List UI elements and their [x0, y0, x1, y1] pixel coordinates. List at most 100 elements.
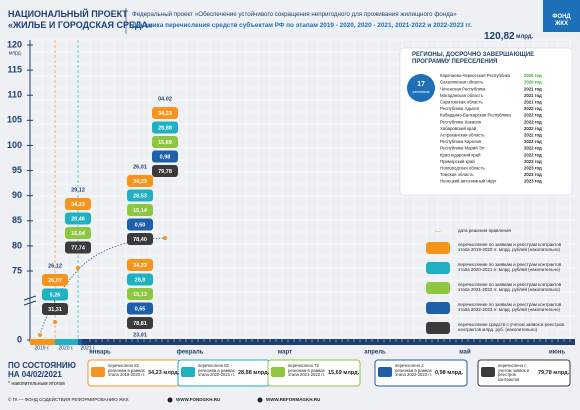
stack-total: 79,78 — [158, 169, 172, 175]
total-box — [152, 165, 178, 177]
y-tick-label: 110 — [7, 90, 22, 100]
y-tick-label: 100 — [7, 140, 22, 150]
logo: ФОНД ЖКХ — [552, 14, 571, 27]
month-label: январь — [89, 350, 111, 356]
summary-swatch — [181, 367, 195, 377]
summary-box — [374, 359, 468, 387]
y-tick-label: 115 — [7, 64, 22, 74]
region-year: 2021 год — [524, 93, 542, 98]
region-year: 2021 год — [524, 100, 542, 105]
date-dot — [38, 333, 42, 337]
segment — [127, 288, 153, 300]
region-year: 2022 год — [524, 146, 542, 151]
date-dot — [53, 320, 57, 324]
region-year: 2022 год — [524, 152, 542, 157]
stack-total: 78,40 — [133, 237, 147, 243]
legend-swatch — [426, 242, 450, 254]
summary-swatch — [481, 367, 495, 377]
stack-date: 26,01 — [133, 164, 147, 170]
region-name: Республика Марий Эл — [440, 146, 485, 151]
summary-swatch — [91, 367, 105, 377]
segment — [65, 227, 91, 239]
segment — [65, 212, 91, 225]
segment-value: 34,23 — [133, 179, 147, 185]
summary-box — [267, 359, 361, 387]
region-name: Кабардино-Балкарская Республика — [440, 113, 511, 118]
summary-text: перечислено 82 регионам в рамках этапа 2… — [198, 363, 235, 378]
segment — [127, 204, 153, 216]
subtitle: Динамика перечисления средств субъектам … — [132, 22, 472, 29]
segment-value: 34,23 — [133, 263, 147, 269]
region-year: 2022 год — [524, 119, 542, 124]
legend-swatch — [426, 302, 450, 314]
region-year: 2023 год — [524, 159, 542, 164]
project: НАЦИОНАЛЬНЫЙ ПРОЕКТ — [8, 9, 128, 19]
segment — [127, 259, 153, 271]
summary-swatch — [378, 367, 392, 377]
year-label: 2021 г. — [80, 345, 95, 351]
month-label: апрель — [364, 350, 386, 356]
legend-swatch — [426, 262, 450, 274]
date-dot — [76, 266, 80, 270]
y-tick-label: 95 — [12, 165, 22, 175]
summary-text: перечислено с учетом заявок и реестров к… — [498, 363, 530, 382]
region-name: Сахалинская область — [440, 80, 484, 85]
summary-value: 34,23 млрд. — [148, 370, 180, 376]
legend-item: перечисление по заявкам и реестрам контр… — [458, 242, 562, 252]
y-unit: млрд. — [9, 50, 22, 56]
copyright: © ГК — ФОНД СОДЕЙСТВИЯ РЕФОРМИРОВАНИЮ ЖК… — [8, 397, 129, 402]
y-tick-label: 80 — [12, 240, 22, 250]
region-year: 2023 год — [524, 179, 542, 184]
segment — [152, 107, 178, 119]
year-label: 2020 г. — [58, 345, 73, 351]
total-unit: млрд. — [516, 34, 534, 40]
segment — [127, 218, 153, 231]
segment-value: 0,50 — [135, 222, 146, 228]
project-name: «ЖИЛЬЕ И ГОРОДСКАЯ СРЕДА» — [8, 20, 153, 30]
region-name: Саратовская область — [440, 100, 483, 105]
stack-date: 26,12 — [48, 263, 62, 269]
segment — [65, 198, 91, 210]
stack-total: 77,74 — [71, 245, 86, 251]
y-tick-label: 0 — [17, 334, 22, 344]
site-icon — [257, 397, 263, 403]
region-year: 2023 год — [524, 172, 542, 177]
segment — [127, 175, 153, 187]
legend-swatch — [426, 282, 450, 294]
segment — [127, 302, 153, 315]
region-year: 2023 год — [524, 166, 542, 171]
total-box — [65, 241, 91, 254]
month-label: июнь — [549, 350, 565, 356]
site-icon — [167, 397, 173, 403]
segment — [42, 274, 68, 286]
legend-swatch — [426, 322, 450, 334]
segment-value: 28,8 — [135, 277, 146, 283]
region-name: Приморский край — [440, 159, 475, 164]
site: WWW.REFORMAGKH.RU — [266, 397, 321, 402]
region-year: 2022 год — [524, 126, 542, 131]
region-name: Республика Карелия — [440, 139, 482, 144]
region-name: Чеченская Республика — [440, 86, 486, 91]
regions-count-label: регионов — [413, 89, 430, 94]
segment-value: 34,23 — [158, 111, 172, 117]
segment-value: 0,65 — [135, 306, 146, 312]
x-band — [30, 339, 575, 345]
stack-total: 31,31 — [48, 307, 62, 313]
y-tick-label: 105 — [7, 115, 22, 125]
segment-value: 26,07 — [48, 278, 62, 284]
region-name: Астраханская область — [440, 133, 485, 138]
summary-text: перечислено 72 регионам в рамках этапа 2… — [288, 363, 325, 378]
federal-project: Федеральный проект «Обеспечение устойчив… — [132, 11, 457, 18]
stack-date: 04.02 — [158, 96, 172, 102]
total-box — [127, 317, 153, 329]
site: WWW.FONDGKH.RU — [176, 397, 221, 402]
segment-value: 34,23 — [71, 202, 85, 208]
regions-title: РЕГИОНЫ, ДОСРОЧНО ЗАВЕРШАЮЩИЕ ПРОГРАММУ … — [412, 52, 535, 65]
summary-text: перечислено 2 регионам в рамках этапа 20… — [395, 363, 432, 378]
status-note: * накопительным итогом — [8, 381, 65, 387]
region-name: Томская область — [440, 172, 474, 177]
segment-value: 15,14 — [133, 208, 148, 214]
x-band-part — [78, 339, 82, 345]
